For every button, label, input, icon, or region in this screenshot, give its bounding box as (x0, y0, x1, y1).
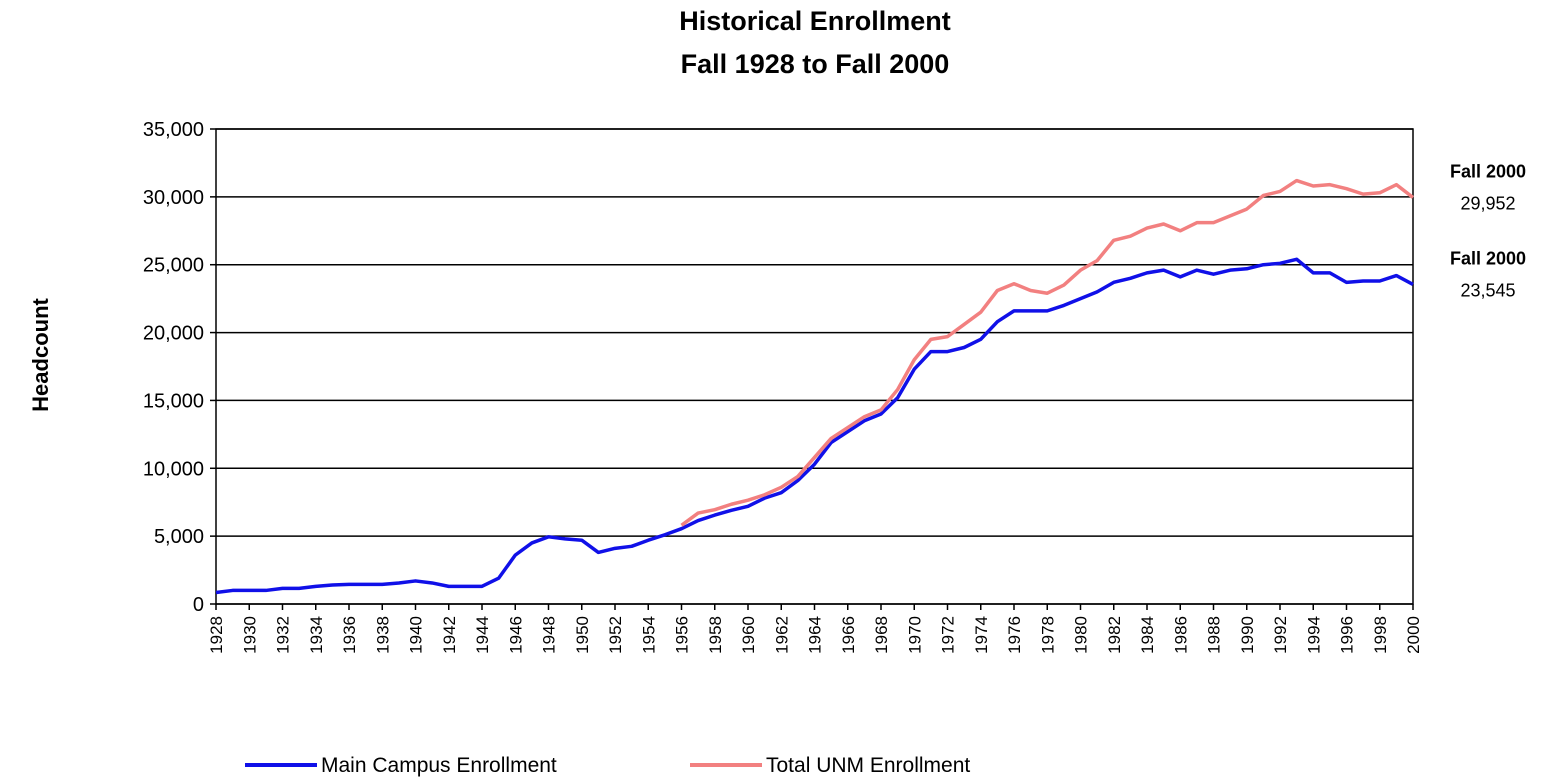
x-tick-label: 1968 (872, 616, 891, 654)
x-tick-label: 1974 (972, 616, 991, 654)
series-line (215, 257, 1414, 595)
value-label: 29,952 (1460, 194, 1515, 214)
chart-subtitle: Fall 1928 to Fall 2000 (681, 49, 950, 79)
x-tick-label: 1946 (506, 616, 525, 654)
x-tick-label: 1982 (1105, 616, 1124, 654)
x-tick-label: 1990 (1238, 616, 1257, 654)
x-tick-label: 1930 (240, 616, 259, 654)
x-tick-label: 2000 (1404, 616, 1423, 654)
x-tick-label: 1950 (573, 616, 592, 654)
y-tick-label: 20,000 (143, 323, 204, 345)
x-tick-label: 1960 (739, 616, 758, 654)
x-tick-label: 1942 (440, 616, 459, 654)
x-tick-label: 1932 (274, 616, 293, 654)
x-tick-label: 1964 (806, 616, 825, 654)
x-tick-label: 1954 (639, 616, 658, 654)
x-tick-label: 1940 (407, 616, 426, 654)
x-tick-label: 1928 (207, 616, 226, 654)
annotation-title: Fall 2000 (1450, 248, 1526, 268)
x-tick-label: 1998 (1371, 616, 1390, 654)
x-tick-label: 1966 (839, 616, 858, 654)
x-tick-label: 1996 (1338, 616, 1357, 654)
y-tick-label: 0 (193, 594, 204, 616)
x-tick-label: 1984 (1138, 616, 1157, 654)
y-tick-label: 25,000 (143, 255, 204, 277)
series-line (680, 178, 1415, 527)
y-tick-label: 30,000 (143, 187, 204, 209)
x-tick-label: 1994 (1304, 616, 1323, 654)
y-axis-label: Headcount (28, 297, 53, 411)
y-tick-label: 10,000 (143, 458, 204, 480)
annotation-title: Fall 2000 (1450, 162, 1526, 182)
legend-label: Main Campus Enrollment (321, 754, 557, 777)
x-tick-label: 1976 (1005, 616, 1024, 654)
x-tick-label: 1970 (905, 616, 924, 654)
x-tick-label: 1938 (373, 616, 392, 654)
x-tick-label: 1956 (673, 616, 692, 654)
x-tick-label: 1952 (606, 616, 625, 654)
y-tick-label: 35,000 (143, 119, 204, 141)
x-tick-label: 1944 (473, 616, 492, 654)
x-tick-label: 1980 (1072, 616, 1091, 654)
chart-title: Historical Enrollment (679, 6, 951, 36)
x-tick-label: 1972 (939, 616, 958, 654)
value-label: 23,545 (1460, 280, 1515, 300)
y-tick-label: 15,000 (143, 390, 204, 412)
x-tick-label: 1962 (772, 616, 791, 654)
legend-label: Total UNM Enrollment (766, 754, 970, 777)
x-tick-label: 1986 (1171, 616, 1190, 654)
x-tick-label: 1958 (706, 616, 725, 654)
x-tick-label: 1934 (307, 616, 326, 654)
x-tick-label: 1978 (1038, 616, 1057, 654)
x-tick-label: 1948 (540, 616, 559, 654)
x-tick-label: 1992 (1271, 616, 1290, 654)
x-tick-label: 1936 (340, 616, 359, 654)
y-tick-label: 5,000 (154, 526, 204, 548)
x-tick-label: 1988 (1205, 616, 1224, 654)
plot-border (215, 128, 1414, 605)
